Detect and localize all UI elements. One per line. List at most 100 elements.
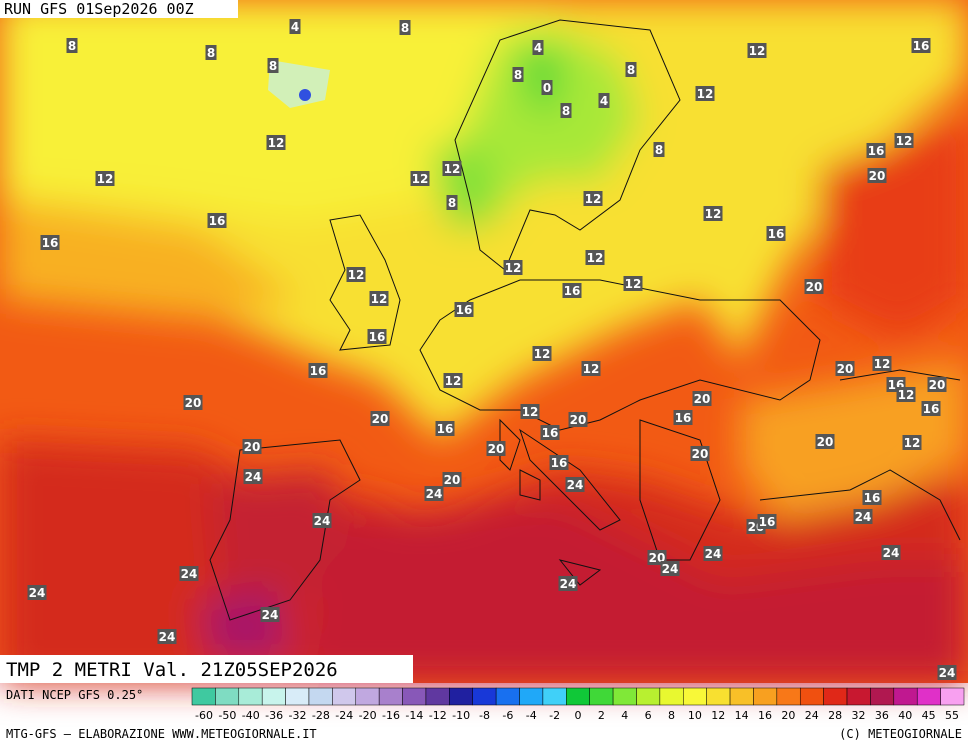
- scale-swatch: [799, 687, 824, 706]
- contour-label: 16: [864, 491, 881, 505]
- contour-label-box: [266, 135, 286, 150]
- scale-swatch: [542, 687, 567, 706]
- contour-label: 12: [97, 172, 114, 186]
- contour-label: 20: [488, 442, 505, 456]
- scale-label: 6: [645, 709, 652, 722]
- contour-label-box: [520, 404, 540, 419]
- contour-label: 4: [291, 20, 299, 34]
- contour-label: 16: [456, 303, 473, 317]
- contour-label-box: [853, 509, 873, 524]
- contour-label: 20: [694, 392, 711, 406]
- scale-label: -4: [526, 709, 537, 722]
- contour-label: 16: [923, 402, 940, 416]
- scale-label: 40: [898, 709, 912, 722]
- scale-label: 14: [735, 709, 749, 722]
- contour-label-box: [260, 607, 280, 622]
- contour-label-box: [242, 439, 262, 454]
- scale-swatch: [472, 687, 497, 706]
- contour-label-box: [894, 133, 914, 148]
- scale-swatch: [449, 687, 473, 706]
- contour-label: 24: [883, 546, 900, 560]
- contour-label-box: [558, 576, 578, 591]
- contour-label: 12: [371, 292, 388, 306]
- contour-label: 24: [245, 470, 262, 484]
- data-source: DATI NCEP GFS 0.25°: [6, 688, 143, 702]
- contour-label-box: [835, 361, 855, 376]
- footer-right: (C) METEOGIORNALE: [839, 727, 962, 741]
- contour-label: 24: [939, 666, 956, 680]
- scale-swatch: [425, 687, 450, 706]
- contour-label-box: [937, 665, 957, 680]
- contour-label: 12: [904, 436, 921, 450]
- scale-swatch: [893, 687, 918, 706]
- contour-label-box: [804, 279, 824, 294]
- contour-label-box: [568, 412, 588, 427]
- contour-label: 0: [543, 81, 551, 95]
- contour-label: 12: [534, 347, 551, 361]
- contour-label: 20: [570, 413, 587, 427]
- contour-label-box: [815, 434, 835, 449]
- scale-label: -6: [502, 709, 513, 722]
- contour-label: 16: [437, 422, 454, 436]
- contour-label-box: [862, 490, 882, 505]
- contour-label-box: [695, 86, 715, 101]
- contour-label: 8: [207, 46, 215, 60]
- scale-label: 8: [668, 709, 675, 722]
- contour-label: 16: [913, 39, 930, 53]
- contour-label: 16: [209, 214, 226, 228]
- contour-label-box: [267, 58, 279, 73]
- contour-label: 12: [896, 134, 913, 148]
- contour-label-box: [690, 446, 710, 461]
- scale-swatch: [238, 687, 263, 706]
- contour-label-box: [540, 425, 560, 440]
- contour-label-box: [289, 19, 301, 34]
- contour-label-box: [565, 477, 585, 492]
- contour-label-box: [867, 168, 887, 183]
- scale-label: 45: [922, 709, 936, 722]
- contour-label-box: [399, 20, 411, 35]
- contour-label: 12: [625, 277, 642, 291]
- contour-label-box: [446, 195, 458, 210]
- contour-label-box: [346, 267, 366, 282]
- contour-label-box: [921, 401, 941, 416]
- contour-label-box: [442, 161, 462, 176]
- contour-label-box: [503, 260, 523, 275]
- contour-label-box: [660, 561, 680, 576]
- contour-label: 16: [369, 330, 386, 344]
- scale-label: 28: [828, 709, 842, 722]
- contour-label: 20: [444, 473, 461, 487]
- contour-label-box: [435, 421, 455, 436]
- contour-label-box: [872, 356, 892, 371]
- scale-swatch: [355, 687, 380, 706]
- scale-swatch: [332, 687, 357, 706]
- contour-label: 8: [655, 143, 663, 157]
- scale-swatch: [916, 687, 941, 706]
- scale-label: -12: [429, 709, 447, 722]
- contour-label: 24: [705, 547, 722, 561]
- contour-label-box: [757, 514, 777, 529]
- contour-label-box: [653, 142, 665, 157]
- contour-label-box: [560, 103, 572, 118]
- contour-label: 20: [869, 169, 886, 183]
- contour-label-box: [27, 585, 47, 600]
- scale-label: 0: [575, 709, 582, 722]
- scale-label: 16: [758, 709, 772, 722]
- contour-label-box: [532, 40, 544, 55]
- contour-label: 12: [348, 268, 365, 282]
- contour-label: 24: [314, 514, 331, 528]
- scale-swatch: [706, 687, 731, 706]
- scale-label: -36: [265, 709, 283, 722]
- scale-swatch: [870, 687, 895, 706]
- contour-label-box: [703, 546, 723, 561]
- contour-label-box: [410, 171, 430, 186]
- contour-label: 24: [662, 562, 679, 576]
- footer-left: MTG-GFS – ELABORAZIONE WWW.METEOGIORNALE…: [6, 727, 317, 741]
- scale-swatch: [589, 687, 614, 706]
- contour-label-box: [442, 472, 462, 487]
- contour-label: 12: [412, 172, 429, 186]
- contour-label-box: [541, 80, 553, 95]
- contour-label-box: [369, 291, 389, 306]
- contour-label: 24: [855, 510, 872, 524]
- contour-label: 16: [675, 411, 692, 425]
- scale-label: -32: [289, 709, 307, 722]
